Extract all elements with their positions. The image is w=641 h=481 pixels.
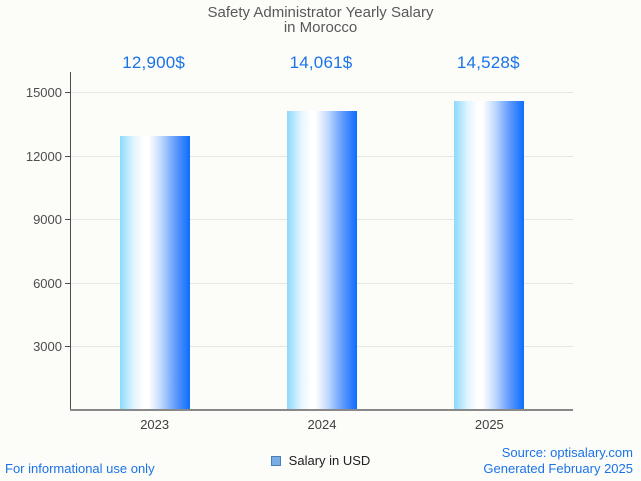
bar-value-label-2025: 14,528$: [456, 53, 520, 72]
bar-2023: [119, 135, 190, 409]
plot-area: 3000 6000 9000 12000 15000 2023 2024 2025: [26, 72, 573, 432]
chart-title-line1: Safety Administrator Yearly Salary: [207, 4, 434, 21]
chart-title: Safety Administrator Yearly Salary in Mo…: [0, 5, 641, 35]
source-link[interactable]: Source: optisalary.com: [501, 445, 633, 460]
legend-swatch-icon: [270, 455, 281, 466]
x-axis-baseline: [70, 409, 573, 411]
x-tick-label-2025: 2025: [474, 417, 504, 432]
bar-value-label-2024: 14,061$: [289, 53, 353, 72]
y-axis-tick: [65, 282, 71, 284]
chart-title-line2: in Morocco: [283, 19, 358, 36]
source-block: Source: optisalary.com Generated Februar…: [483, 445, 633, 477]
y-axis-tick: [65, 219, 71, 221]
gridline-15000: [71, 91, 573, 93]
y-axis-tick: [65, 155, 71, 157]
bar-2025: [454, 101, 525, 409]
bar-value-annotations: 12,900$ 14,061$ 14,528$: [0, 53, 641, 75]
bar-value-label-2023: 12,900$: [122, 53, 186, 72]
chart-legend: Salary in USD: [0, 453, 641, 468]
x-tick-label-2024: 2024: [307, 417, 337, 432]
y-tick-label-6000: 6000: [33, 275, 62, 291]
generated-date: Generated February 2025: [483, 461, 633, 476]
y-axis-tick: [65, 91, 71, 93]
bar-2024: [287, 110, 357, 409]
y-tick-label-12000: 12000: [25, 148, 62, 164]
disclaimer-text: For informational use only: [5, 461, 155, 476]
y-axis-tick: [65, 346, 71, 348]
legend-label: Salary in USD: [288, 453, 371, 468]
y-tick-label-9000: 9000: [33, 212, 62, 228]
x-tick-label-2023: 2023: [140, 417, 170, 432]
y-tick-label-3000: 3000: [33, 339, 62, 355]
y-tick-label-15000: 15000: [25, 84, 62, 100]
